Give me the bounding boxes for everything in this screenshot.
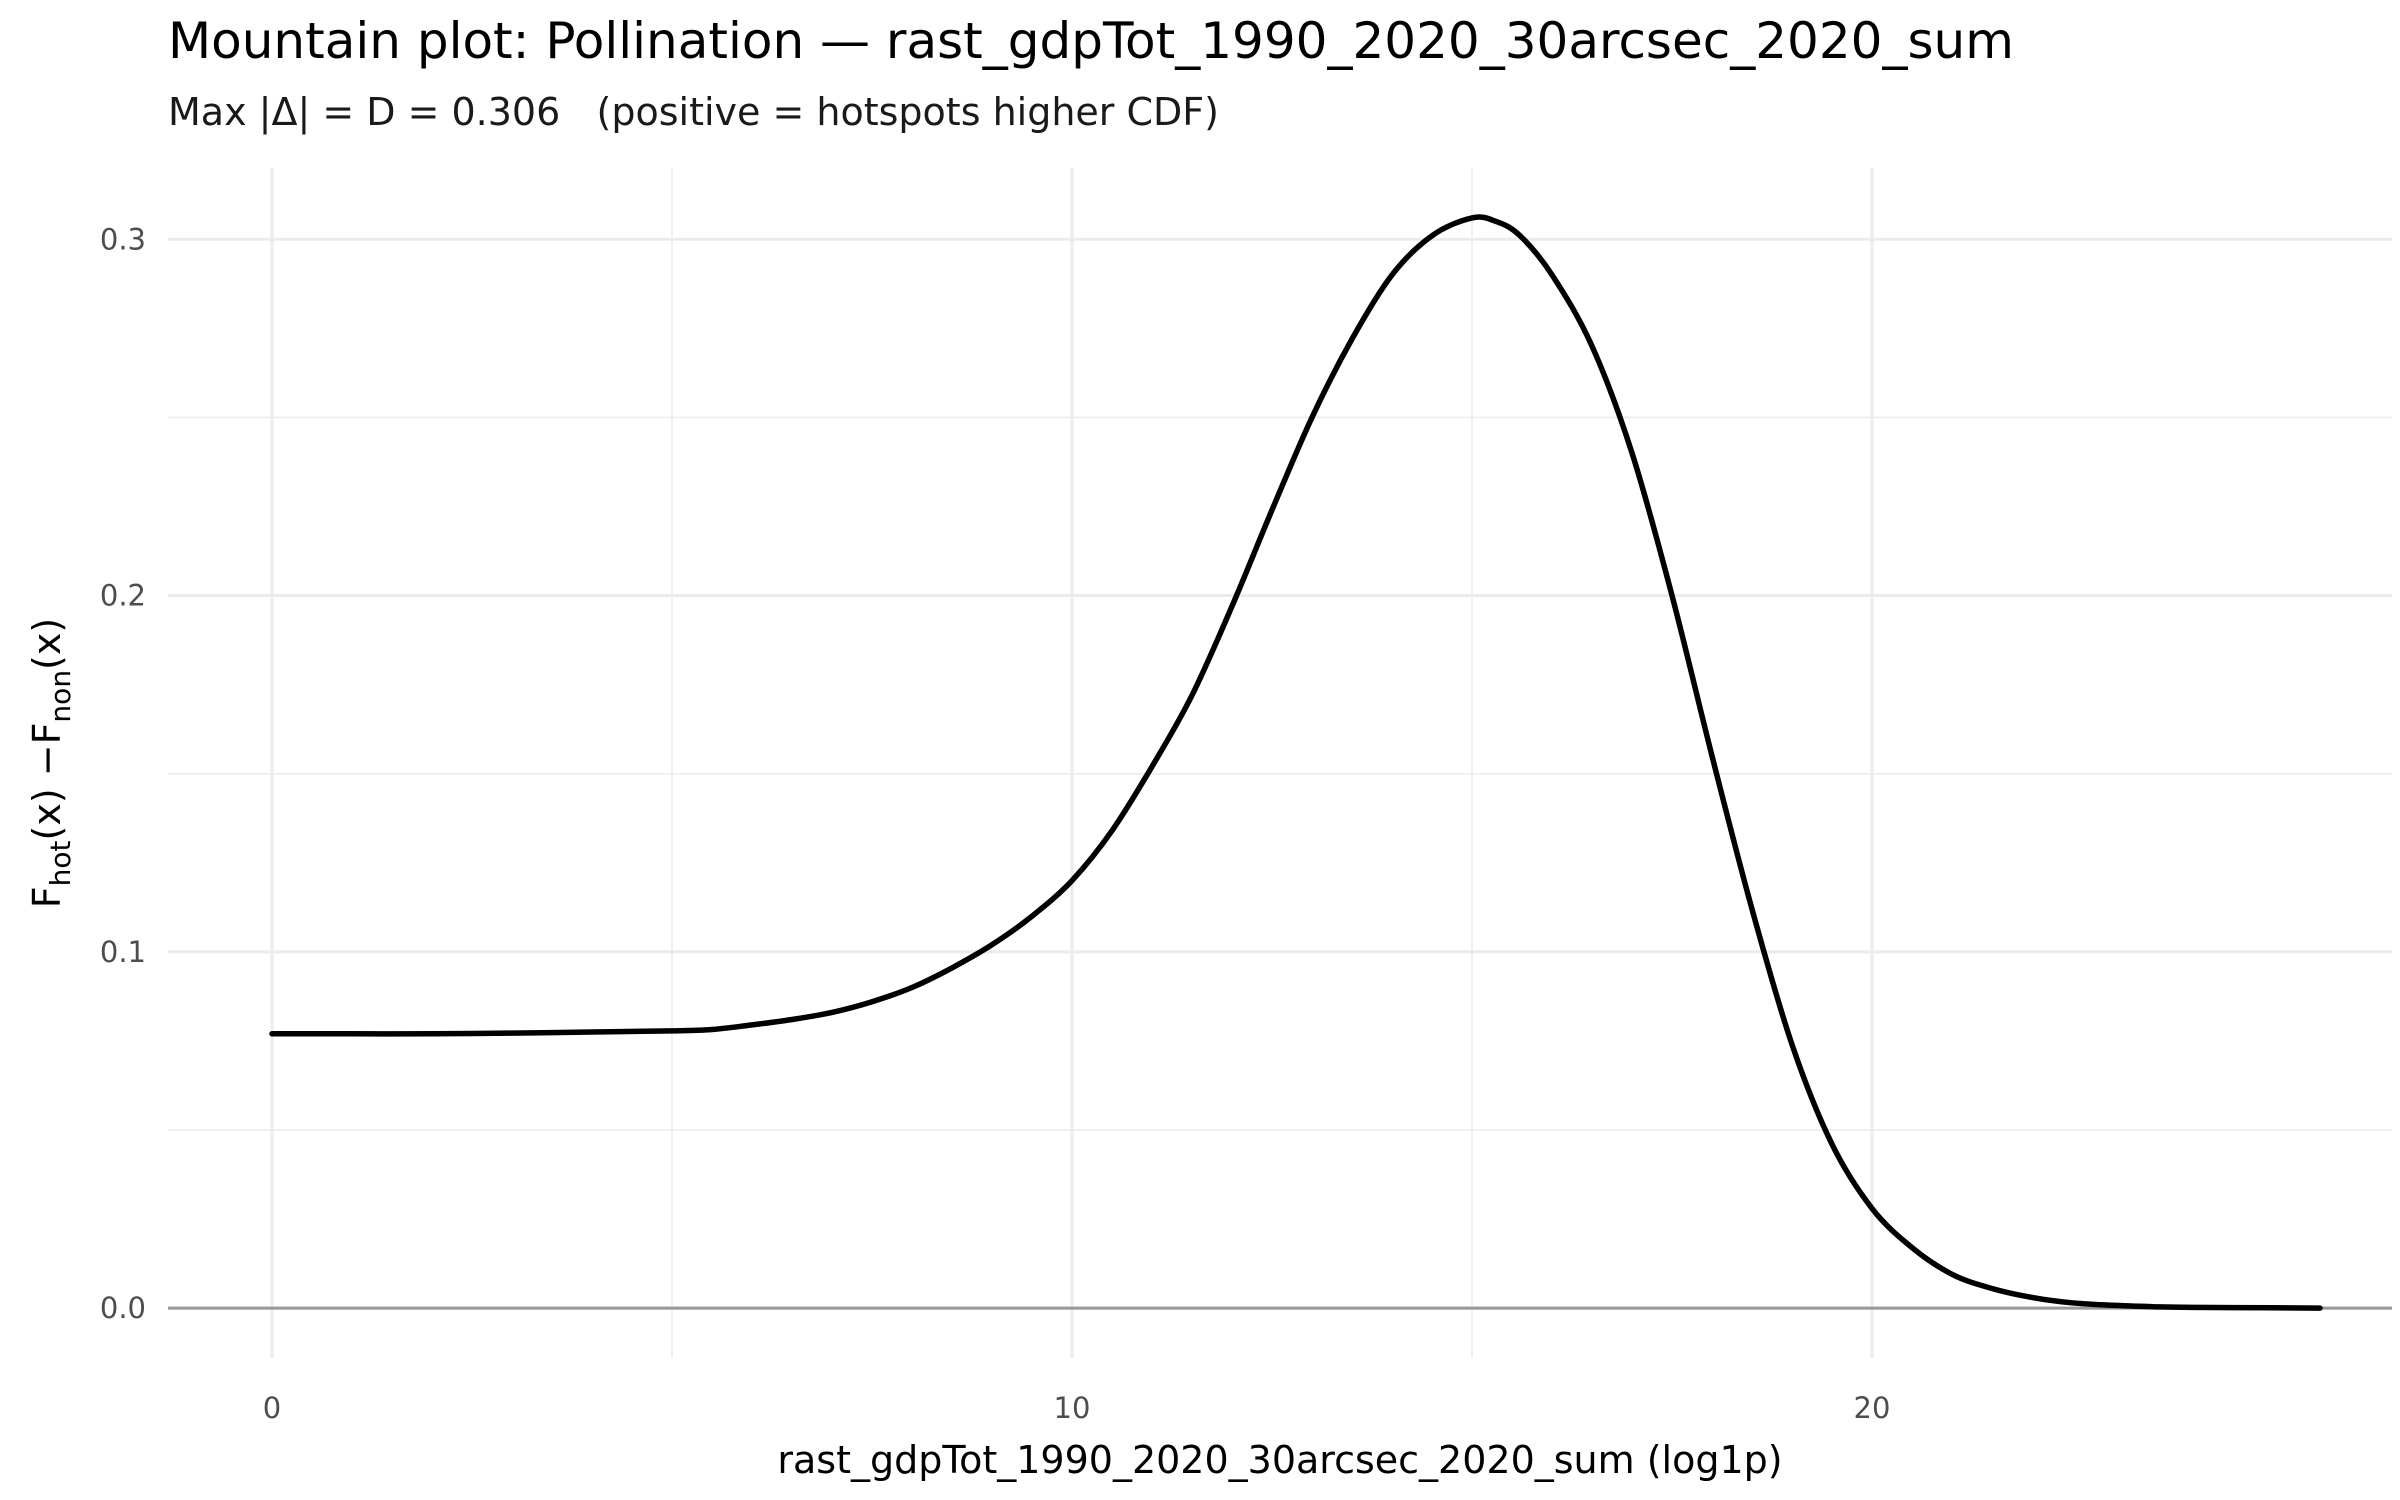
y-axis-title: Fhot(x) −Fnon(x) bbox=[25, 618, 77, 908]
x-axis-title: rast_gdpTot_1990_2020_30arcsec_2020_sum … bbox=[777, 1438, 1782, 1482]
y-axis-title-end: (x) bbox=[25, 618, 69, 670]
y-axis-title-sub-non: non bbox=[44, 670, 77, 723]
y-axis-title-mid: (x) −F bbox=[25, 723, 69, 841]
x-tick-label: 10 bbox=[1054, 1391, 1091, 1425]
chart-title: Mountain plot: Pollination — rast_gdpTot… bbox=[168, 12, 2014, 70]
y-tick-label: 0.2 bbox=[100, 579, 146, 613]
y-tick-labels: 0.0 0.1 0.2 0.3 bbox=[100, 222, 146, 1325]
major-gridlines bbox=[168, 168, 2392, 1358]
y-tick-label: 0.0 bbox=[100, 1291, 146, 1325]
x-tick-labels: 0 10 20 bbox=[263, 1391, 1891, 1425]
x-tick-label: 0 bbox=[263, 1391, 281, 1425]
chart-subtitle: Max |Δ| = D = 0.306 (positive = hotspots… bbox=[168, 90, 1219, 134]
series-line bbox=[269, 214, 2323, 1311]
x-tick-label: 20 bbox=[1854, 1391, 1891, 1425]
y-axis-title-main: F bbox=[25, 886, 69, 908]
minor-gridlines bbox=[168, 168, 2392, 1358]
y-axis-title-sub-hot: hot bbox=[44, 840, 77, 886]
y-tick-label: 0.3 bbox=[100, 222, 146, 256]
y-tick-label: 0.1 bbox=[100, 935, 146, 969]
